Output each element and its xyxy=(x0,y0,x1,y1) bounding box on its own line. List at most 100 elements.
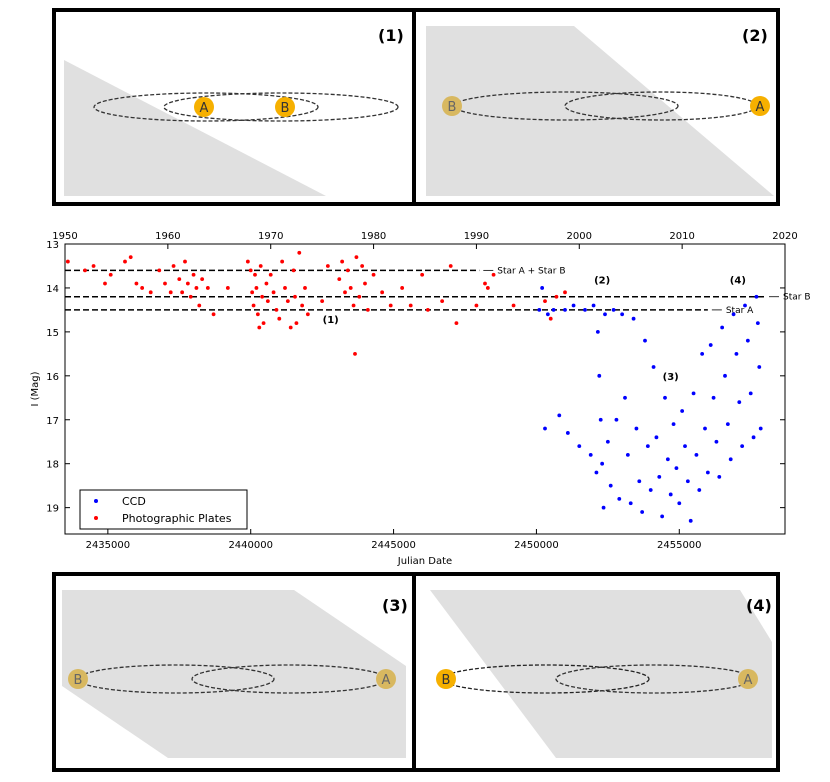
panel-1-label: (1) xyxy=(378,26,404,45)
ccd-point xyxy=(598,417,603,422)
ccd-point xyxy=(714,439,719,444)
ccd-point xyxy=(700,351,705,356)
ccd-point xyxy=(631,316,636,321)
plate-point xyxy=(293,294,297,299)
panel-3-diagram: B A xyxy=(62,590,406,758)
ccd-point xyxy=(625,453,630,457)
ccd-point xyxy=(545,312,550,317)
plate-point xyxy=(258,264,263,268)
ccd-point xyxy=(591,303,596,308)
plate-point xyxy=(134,281,139,286)
star-a xyxy=(750,96,770,116)
plate-point xyxy=(103,281,107,286)
ccd-point xyxy=(743,303,747,308)
star-b xyxy=(436,669,456,689)
plate-point xyxy=(474,303,479,308)
plate-point xyxy=(288,325,293,330)
ccd-point xyxy=(694,453,699,457)
ccd-point xyxy=(643,338,647,343)
ccd-point xyxy=(648,488,653,492)
plate-point xyxy=(91,264,96,268)
plate-point xyxy=(274,308,279,312)
shadow-region xyxy=(62,590,406,758)
plate-point xyxy=(265,299,270,304)
panel-2-label: (2) xyxy=(742,26,768,45)
plate-point xyxy=(425,308,430,312)
ccd-point xyxy=(685,479,690,484)
top-tick-label: 2010 xyxy=(669,231,694,242)
plate-point xyxy=(211,312,216,317)
ccd-point xyxy=(674,466,679,470)
legend-label-ccd: CCD xyxy=(122,495,146,508)
ccd-point xyxy=(571,303,576,308)
shadow-region xyxy=(426,26,774,196)
plate-point xyxy=(363,281,367,286)
star-b-label: B xyxy=(442,673,451,688)
ccd-point xyxy=(551,308,556,312)
ccd-point xyxy=(651,365,656,369)
plate-point xyxy=(343,290,347,295)
plate-point xyxy=(400,286,405,290)
ccd-point xyxy=(740,444,745,449)
light-curve-chart: Star A + Star B Star B Star A 2435000 244000… xyxy=(30,231,811,567)
plate-point xyxy=(554,294,559,299)
ccd-point xyxy=(608,483,613,488)
x-tick-label: 2455000 xyxy=(657,540,702,551)
ccd-point xyxy=(645,444,650,449)
star-a-label: A xyxy=(382,673,391,688)
reference-line-label: Star A xyxy=(726,306,754,316)
ccd-point xyxy=(725,422,730,427)
panel-1-diagram: A B xyxy=(64,60,399,196)
plate-point xyxy=(303,286,307,290)
ccd-point xyxy=(640,510,645,514)
ccd-point xyxy=(657,474,662,479)
plate-point xyxy=(351,303,356,308)
ccd-point xyxy=(708,343,713,347)
plate-point xyxy=(345,268,350,273)
plate-point xyxy=(340,259,345,264)
ccd-point xyxy=(623,395,627,400)
plate-point xyxy=(320,299,325,304)
plate-point xyxy=(250,290,255,295)
plate-point xyxy=(251,303,256,308)
plate-point xyxy=(83,268,87,273)
plate-point xyxy=(65,259,70,264)
y-axis-label: I (Mag) xyxy=(30,371,41,406)
ccd-point xyxy=(543,426,547,431)
star-b xyxy=(442,96,462,116)
phase-annotation: (4) xyxy=(730,276,746,287)
plate-point xyxy=(277,316,282,321)
ccd-point xyxy=(617,496,622,501)
ccd-point xyxy=(748,391,753,396)
plate-point xyxy=(357,294,362,299)
plate-point xyxy=(188,294,193,299)
top-tick-label: 1970 xyxy=(258,231,283,242)
ccd-point xyxy=(758,426,763,431)
top-tick-label: 1980 xyxy=(361,231,386,242)
shadow-region xyxy=(430,590,772,758)
ccd-point xyxy=(717,474,722,479)
plate-point xyxy=(348,286,353,290)
star-b xyxy=(68,669,88,689)
plate-point xyxy=(420,272,425,277)
plate-point xyxy=(305,312,310,317)
ccd-point xyxy=(745,338,750,343)
plate-point xyxy=(255,312,260,317)
plate-point xyxy=(148,290,153,295)
ccd-point xyxy=(677,501,682,506)
plot-frame xyxy=(64,243,786,535)
panel-2: B A (2) xyxy=(412,8,780,206)
y-tick-label: 15 xyxy=(46,328,59,339)
ccd-point xyxy=(691,391,696,396)
plate-point xyxy=(177,277,182,282)
plate-point xyxy=(268,272,273,277)
plate-point xyxy=(185,281,190,286)
plate-point xyxy=(254,286,259,290)
legend-marker-plates xyxy=(94,516,98,520)
ccd-point xyxy=(754,294,759,299)
panel-3: B A (3) xyxy=(52,572,416,772)
ccd-point xyxy=(731,312,736,317)
y-tick-label: 14 xyxy=(46,284,59,295)
top-tick-label: 2000 xyxy=(567,231,592,242)
plate-point xyxy=(380,290,385,295)
